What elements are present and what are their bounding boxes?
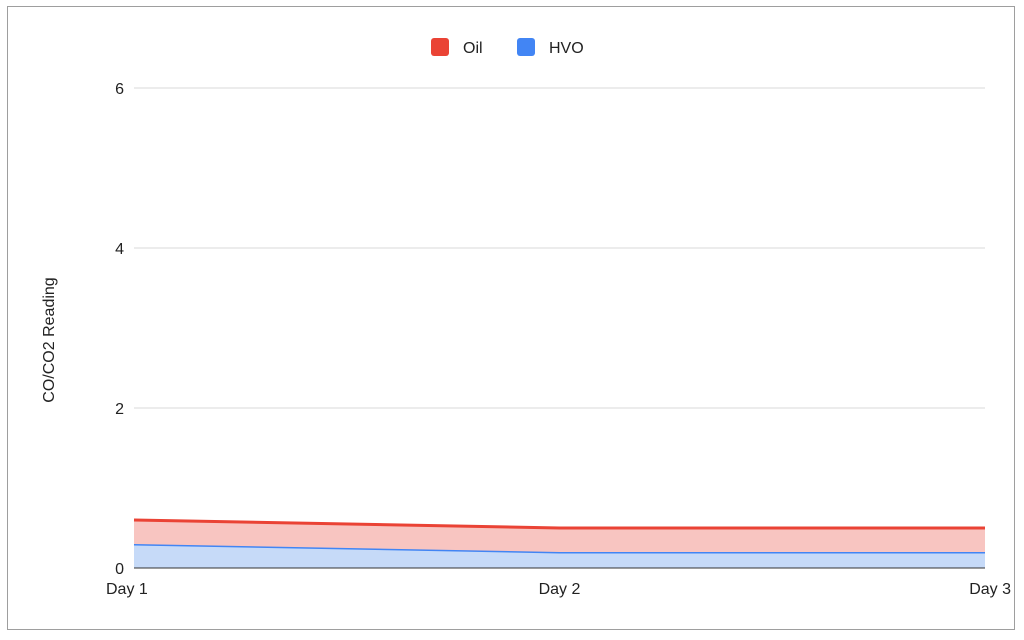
legend-label-oil: Oil [463,40,483,57]
y-tick-label: 4 [115,241,124,258]
legend-label-hvo: HVO [549,40,584,57]
area-series [133,518,985,568]
y-axis-title: CO/CO2 Reading [41,277,58,402]
y-tick-label: 2 [115,401,124,418]
x-tick-label: Day 3 [969,581,1011,598]
legend-swatch-oil [431,38,449,56]
x-tick-label: Day 2 [539,581,581,598]
y-tick-label: 6 [115,81,124,98]
area-hvo [134,544,985,568]
gridlines [134,87,985,409]
legend: Oil HVO [431,38,584,57]
x-tick-label: Day 1 [106,581,148,598]
y-tick-label: 0 [115,561,124,578]
line-oil [133,518,985,530]
y-tick-labels: 0 2 4 6 [115,81,124,578]
legend-swatch-hvo [517,38,535,56]
x-tick-labels: Day 1 Day 2 Day 3 [106,581,1011,598]
